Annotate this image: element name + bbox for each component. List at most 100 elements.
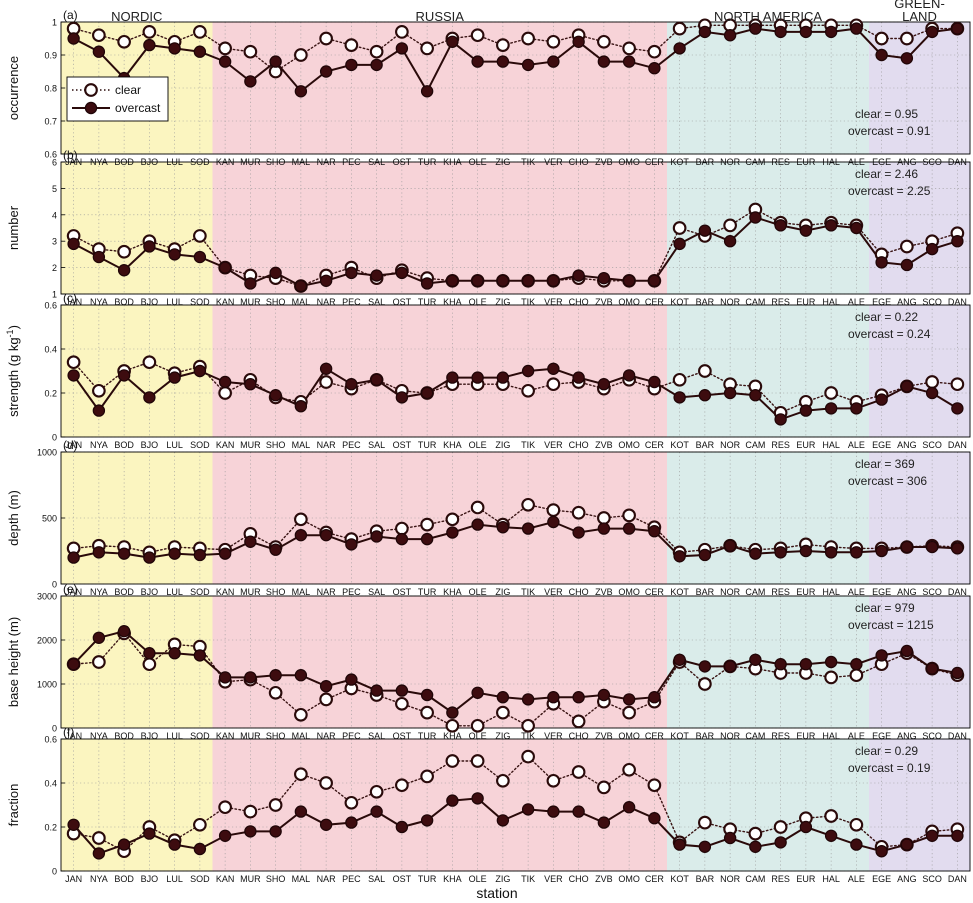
point-overcast-0-5 [193,45,207,58]
x-tick-label-4-33: ANG [897,731,917,741]
point-overcast-2-20 [572,371,585,384]
point-clear-2-30 [824,386,838,400]
point-overcast-2-5 [193,364,207,378]
point-clear-0-3 [142,25,157,39]
point-clear-3-9 [294,512,308,527]
x-tick-label-1-8: SHO [266,297,286,307]
x-tick-label-3-29: EUR [796,587,816,597]
x-tick-label-0-23: CER [645,157,665,167]
x-tick-label-2-2: BOD [114,440,134,450]
point-overcast-3-17 [496,521,510,534]
x-tick-label-0-7: MUR [240,157,261,167]
region-bg-1-2 [667,162,869,294]
panel-label-2: (c) [63,291,77,305]
x-tick-label-1-11: PEC [342,297,361,307]
x-tick-label-3-10: NAR [317,587,337,597]
point-overcast-1-18 [521,274,535,287]
y-tick-label-3-0: 0 [52,580,57,590]
point-overcast-5-34 [925,829,939,843]
x-tick-label-2-9: MAL [292,440,311,450]
y-tick-label-0-3: 0.9 [44,51,57,61]
point-clear-5-12 [369,784,384,799]
x-tick-label-4-28: RES [771,731,790,741]
point-overcast-0-17 [496,55,510,68]
x-tick-label-4-20: CHO [569,731,589,741]
x-tick-label-1-26: NOR [720,297,741,307]
x-tick-label-4-24: KOT [670,731,689,741]
point-overcast-2-35 [951,402,964,415]
x-tick-label-3-4: LUL [166,587,183,597]
x-tick-label-0-4: LUL [166,157,183,167]
point-overcast-4-16 [471,686,484,700]
x-tick-label-3-15: KHA [443,587,462,597]
x-tick-label-5-11: PEC [342,874,361,884]
point-overcast-4-0 [67,658,80,671]
point-overcast-3-32 [875,544,888,558]
x-tick-label-0-9: MAL [292,157,311,167]
x-tick-label-2-27: CAM [745,440,765,450]
x-tick-label-1-35: DAN [948,297,967,307]
point-overcast-0-1 [92,45,106,58]
point-overcast-2-4 [168,371,181,384]
annotation-clear-0: clear = 0.95 [855,107,918,121]
point-overcast-1-33 [900,258,914,272]
x-tick-label-3-27: CAM [745,587,765,597]
point-overcast-5-12 [370,805,383,818]
x-tick-label-0-31: ALE [848,157,865,167]
point-overcast-4-34 [925,662,939,675]
point-overcast-0-0 [67,32,80,45]
point-overcast-2-2 [117,369,131,382]
region-bg-3-0 [61,452,213,584]
annotation-clear-3: clear = 369 [855,457,915,471]
point-overcast-3-8 [269,543,282,556]
panel-frame-4 [60,595,971,729]
x-tick-label-2-21: ZVB [595,440,613,450]
point-overcast-1-31 [850,221,863,235]
point-clear-4-3 [142,657,157,672]
point-overcast-0-30 [824,25,838,39]
point-overcast-0-20 [572,35,585,49]
point-overcast-4-13 [395,684,409,697]
x-tick-label-0-2: BOD [114,157,134,167]
x-tick-label-3-32: EGE [872,587,891,597]
point-overcast-5-22 [622,801,636,814]
x-tick-label-4-15: KHA [443,731,462,741]
point-overcast-5-0 [67,818,80,832]
x-tick-label-2-8: SHO [266,440,286,450]
x-tick-label-4-4: LUL [166,731,183,741]
point-overcast-2-17 [496,371,510,384]
point-clear-3-20 [571,505,586,520]
x-tick-label-1-16: OLE [469,297,487,307]
point-overcast-5-19 [547,805,560,818]
point-overcast-2-7 [244,378,257,391]
x-tick-label-5-4: LUL [166,874,183,884]
annotation-overcast-1: overcast = 2.25 [848,184,931,198]
x-tick-label-3-31: ALE [848,587,865,597]
point-clear-0-18 [521,31,535,46]
y-tick-label-5-3: 0.6 [44,735,57,745]
point-overcast-3-35 [951,542,964,555]
x-tick-label-3-33: ANG [897,587,917,597]
x-tick-label-0-12: SAL [368,157,385,167]
point-overcast-0-15 [446,35,459,49]
point-clear-0-14 [420,41,434,56]
point-overcast-5-8 [269,825,282,838]
point-overcast-0-13 [395,42,409,55]
point-clear-5-21 [597,780,611,795]
point-clear-3-22 [622,508,636,523]
point-overcast-2-18 [521,364,535,378]
point-clear-0-22 [622,41,636,56]
x-tick-label-2-24: KOT [670,440,689,450]
point-overcast-3-13 [395,532,409,546]
x-tick-label-1-29: EUR [796,297,816,307]
point-clear-0-21 [597,34,611,49]
x-tick-label-1-7: MUR [240,297,261,307]
x-tick-label-5-27: CAM [745,874,765,884]
point-clear-4-17 [496,705,510,720]
region-bg-3-1 [212,452,667,584]
legend-overcast-label: overcast [115,101,161,115]
x-tick-label-2-20: CHO [569,440,589,450]
y-tick-label-5-2: 0.4 [44,779,57,789]
point-overcast-3-25 [698,548,712,562]
x-tick-label-5-16: OLE [469,874,487,884]
